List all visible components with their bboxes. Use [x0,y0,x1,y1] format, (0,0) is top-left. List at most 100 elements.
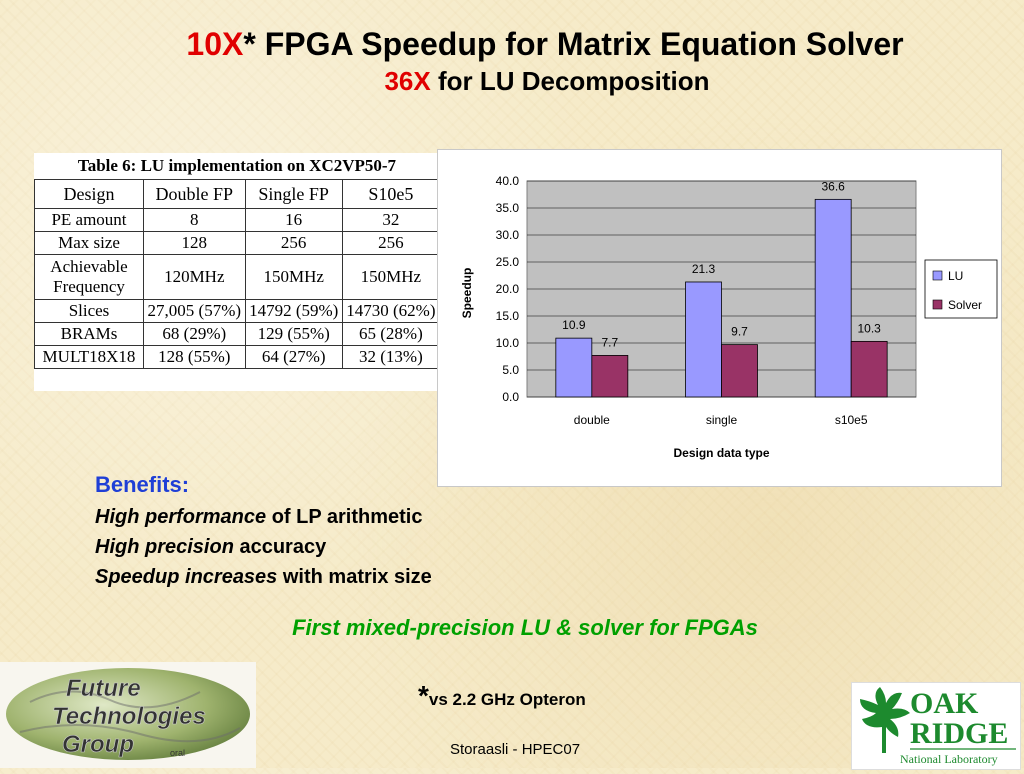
speedup-lu-value: 36X [384,66,431,96]
table-cell: 14792 (59%) [244,299,343,323]
table-cell: 128 (55%) [143,345,246,369]
tagline: First mixed-precision LU & solver for FP… [292,615,758,640]
future-technologies-group-logo: Future Technologies Group oral [0,662,256,768]
y-tick-label: 20.0 [496,282,520,296]
table-cell: BRAMs [34,322,144,346]
footnote-star: * [418,680,429,711]
table-cell: Achievable Frequency [34,254,144,300]
ornl-logo-word: RIDGE [910,717,1008,750]
table-cell: 8 [143,208,246,232]
benefit-item: Speedup increases with matrix size [95,562,432,592]
ornl-logo-graphic: OAK RIDGE National Laboratory [860,687,1016,766]
table-cell: PE amount [34,208,144,232]
title-line1-text: * FPGA Speedup for Matrix Equation Solve… [243,26,904,62]
legend-entry: LU [948,269,963,283]
slide-title-line1: 10X* FPGA Speedup for Matrix Equation So… [0,26,1024,63]
table-cell: Slices [34,299,144,323]
footnote-text: vs 2.2 GHz Opteron [428,690,586,709]
benefit-item: High precision accuracy [95,532,432,562]
x-tick-label: s10e5 [835,413,868,427]
data-label: 10.3 [857,321,881,335]
table-row: MULT18X18 128 (55%) 64 (27%) 32 (13%) [34,345,441,369]
table-cell: 150MHz [341,254,441,300]
table-row: BRAMs 68 (29%) 129 (55%) 65 (28%) [34,322,441,346]
slide-title-line2: 36X for LU Decomposition [0,66,1024,97]
legend-swatch [932,299,943,310]
speedup-solver-value: 10X [186,26,244,62]
table-caption: Table 6: LU implementation on XC2VP50-7 [77,156,397,175]
table-row: Slices 27,005 (57%) 14792 (59%) 14730 (6… [34,299,441,323]
table-cell: 32 (13%) [341,345,441,369]
ftg-logo-word: Technologies [52,703,206,730]
table-cell: Max size [34,231,144,255]
bar-solver [850,340,888,398]
ornl-logo-sub: National Laboratory [900,752,998,766]
table-cell: 64 (27%) [244,345,343,369]
legend-box [924,259,998,319]
table-cell: 68 (29%) [143,322,246,346]
legend-swatch [932,270,943,281]
data-label: 9.7 [731,325,748,339]
y-tick-label: 30.0 [496,228,520,242]
benefit-text: of LP arithmetic [266,506,423,528]
title-line2-text: for LU Decomposition [430,66,710,96]
benefit-emphasis: Speedup increases [95,566,278,588]
table-cell: 256 [244,231,343,255]
table-header-cell: S10e5 [341,179,441,209]
speedup-bar-chart: 0.0 5.0 10.0 15.0 20.0 25.0 30.0 35.0 40.0 10.9 7.… [460,174,998,460]
lu-implementation-table: Table 6: LU implementation on XC2VP50-7 … [34,153,441,391]
table-cell: 65 (28%) [341,322,441,346]
ornl-logo-word: OAK [910,687,979,720]
table-row: Achievable Frequency 120MHz 150MHz 150MH… [34,254,441,300]
data-label: 10.9 [562,318,586,332]
table-cell: 150MHz [244,254,343,300]
x-tick-label: double [574,413,610,427]
table-cell: 32 [341,208,441,232]
data-label: 21.3 [692,262,716,276]
y-tick-label: 5.0 [502,363,519,377]
data-label: 36.6 [821,179,845,193]
benefit-emphasis: High performance [95,506,267,528]
table-header-cell: Single FP [244,179,343,209]
table-row: PE amount 8 16 32 [34,208,441,232]
speedup-chart-frame: 0.0 5.0 10.0 15.0 20.0 25.0 30.0 35.0 40.0 10.9 7.… [437,149,1002,487]
benefit-emphasis: High precision [95,536,234,558]
table-cell: 16 [244,208,343,232]
bar-solver [721,344,758,398]
ornl-logo: OAK RIDGE National Laboratory [851,682,1021,770]
y-tick-label: 10.0 [496,336,520,350]
ftg-logo-graphic: Future Technologies Group oral [6,668,250,760]
y-axis-title: Speedup [460,268,474,319]
ftg-logo-word: Future [66,675,141,702]
table-cell: MULT18X18 [34,345,144,369]
table-header-cell: Design [34,179,144,209]
table-cell: 27,005 (57%) [143,299,246,323]
x-tick-label: single [706,413,738,427]
bar-lu [555,337,593,398]
y-tick-label: 15.0 [496,309,520,323]
table-cell: 129 (55%) [244,322,343,346]
y-tick-label: 40.0 [496,174,520,188]
x-axis-title: Design data type [673,446,769,460]
table-row: Max size 128 256 256 [34,231,441,255]
data-label: 7.7 [601,335,618,349]
benefit-text: accuracy [233,536,327,558]
table-grid: Design Double FP Single FP S10e5 PE amou… [34,179,441,369]
benefits-block: Benefits: High performance of LP arithme… [95,472,432,592]
footnote: *vs 2.2 GHz Opteron [418,680,586,712]
benefit-text: with matrix size [277,566,432,588]
ftg-logo-small: oral [170,748,185,758]
table-header-cell: Double FP [143,179,246,209]
table-cell: 256 [341,231,441,255]
ftg-logo-word: Group [62,731,134,758]
bar-lu [814,198,852,398]
y-tick-label: 25.0 [496,255,520,269]
legend-entry: Solver [948,298,982,312]
y-tick-label: 35.0 [496,201,520,215]
benefit-item: High performance of LP arithmetic [95,502,432,532]
oak-leaf-icon [860,687,910,753]
benefits-heading: Benefits: [95,472,190,497]
table-cell: 14730 (62%) [341,299,441,323]
bar-solver [591,355,629,398]
table-cell: 128 [143,231,246,255]
